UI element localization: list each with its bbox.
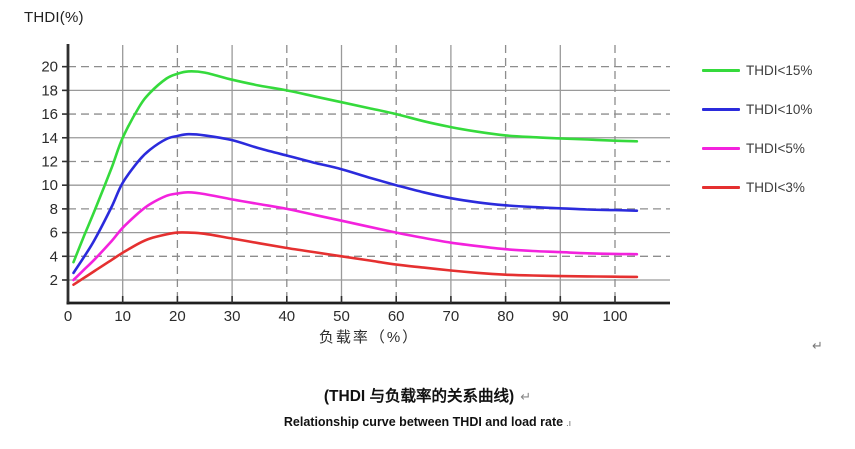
series-curve-THDI10	[72, 132, 639, 275]
chart-title-en-text: Relationship curve between THDI and load…	[283, 415, 564, 429]
legend-label: THDI<3%	[746, 179, 805, 195]
y-axis-title: THDI(%)	[24, 9, 84, 26]
y-tick-label: 2	[50, 272, 58, 289]
legend-line-swatch	[702, 185, 740, 189]
x-tick-label: 40	[278, 308, 295, 325]
x-tick-label: 50	[333, 308, 350, 325]
x-tick-label: 30	[224, 308, 241, 325]
y-tick-label: 8	[50, 201, 58, 218]
y-tick-label: 18	[41, 82, 58, 99]
x-tick-label: 0	[64, 308, 72, 325]
legend-line-swatch	[702, 107, 740, 111]
paragraph-mark: ↵	[812, 338, 823, 353]
y-tick-label: 14	[41, 130, 58, 147]
x-tick-label: 70	[443, 308, 460, 325]
chart-legend: THDI<15% THDI<10% THDI<5% THDI<3%	[702, 58, 852, 214]
legend-item: THDI<15%	[702, 58, 852, 82]
series-curve-THDI15	[72, 70, 639, 264]
legend-item: THDI<3%	[702, 175, 852, 199]
x-tick-label: 10	[114, 308, 131, 325]
y-tick-label: 10	[41, 177, 58, 194]
legend-item: THDI<5%	[702, 136, 852, 160]
x-tick-label: 100	[602, 308, 627, 325]
legend-label: THDI<5%	[746, 140, 805, 156]
legend-line-swatch	[702, 146, 740, 150]
chart-title-en: Relationship curve between THDI and load…	[0, 415, 855, 429]
y-tick-label: 16	[41, 106, 58, 123]
y-tick-label: 4	[50, 248, 58, 265]
legend-label: THDI<15%	[746, 62, 813, 78]
chart-title-zh: (THDI 与负载率的关系曲线) ↵	[0, 384, 855, 406]
legend-item: THDI<10%	[702, 97, 852, 121]
chart-title-zh-text: (THDI 与负载率的关系曲线)	[323, 388, 515, 405]
legend-label: THDI<10%	[746, 101, 813, 117]
hidden-format-mark: .ı	[566, 418, 572, 428]
series-curve-THDI5	[72, 190, 639, 282]
x-axis-title: 负载率（%）	[318, 329, 420, 346]
x-tick-label: 60	[388, 308, 405, 325]
x-tick-label: 20	[169, 308, 186, 325]
thdi-load-rate-chart: 2 4 6 8 10 12 14 16 18 20 0 10 20 30 40 50 60 70 80 90 100	[41, 44, 670, 325]
legend-line-swatch	[702, 68, 740, 72]
y-tick-label: 12	[41, 153, 58, 170]
y-tick-label: 6	[50, 225, 58, 242]
x-tick-label: 90	[552, 308, 569, 325]
y-tick-label: 20	[41, 59, 58, 76]
paragraph-mark: ↵	[520, 389, 532, 404]
x-tick-label: 80	[497, 308, 514, 325]
series-curve-THDI3	[72, 231, 639, 286]
